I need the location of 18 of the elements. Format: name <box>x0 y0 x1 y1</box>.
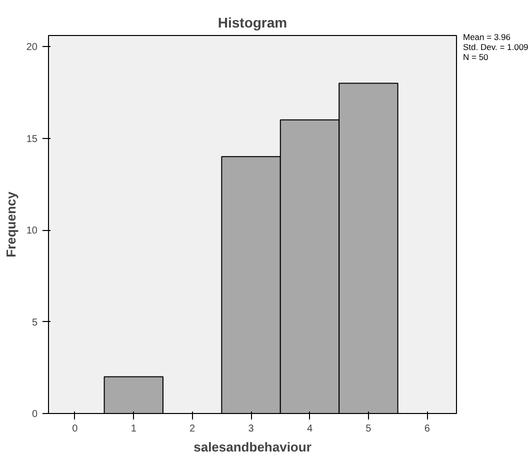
x-tick-label: 0 <box>72 424 78 434</box>
y-tick-label: 0 <box>32 409 38 420</box>
y-tick-label: 20 <box>26 42 38 54</box>
text: Mean = 3.96 <box>463 32 510 42</box>
x-tick-label: 3 <box>248 424 254 434</box>
x-tick-label: 4 <box>306 424 313 434</box>
text: N = 50 <box>463 52 488 62</box>
chart-title: Histogram <box>218 14 288 30</box>
x-axis-title: salesandbehaviour <box>194 440 312 454</box>
y-tick-label: 10 <box>26 226 38 237</box>
x-tick-label: 1 <box>130 424 137 434</box>
x-tick-label: 6 <box>424 424 430 434</box>
x-tick-label: 5 <box>366 424 372 434</box>
y-tick-label: 5 <box>32 317 38 328</box>
y-tick-label: 15 <box>26 134 38 145</box>
y-axis-title: Frequency <box>3 190 18 258</box>
text: Std. Dev. = 1.009 <box>463 42 528 52</box>
x-tick-label: 2 <box>190 424 196 434</box>
